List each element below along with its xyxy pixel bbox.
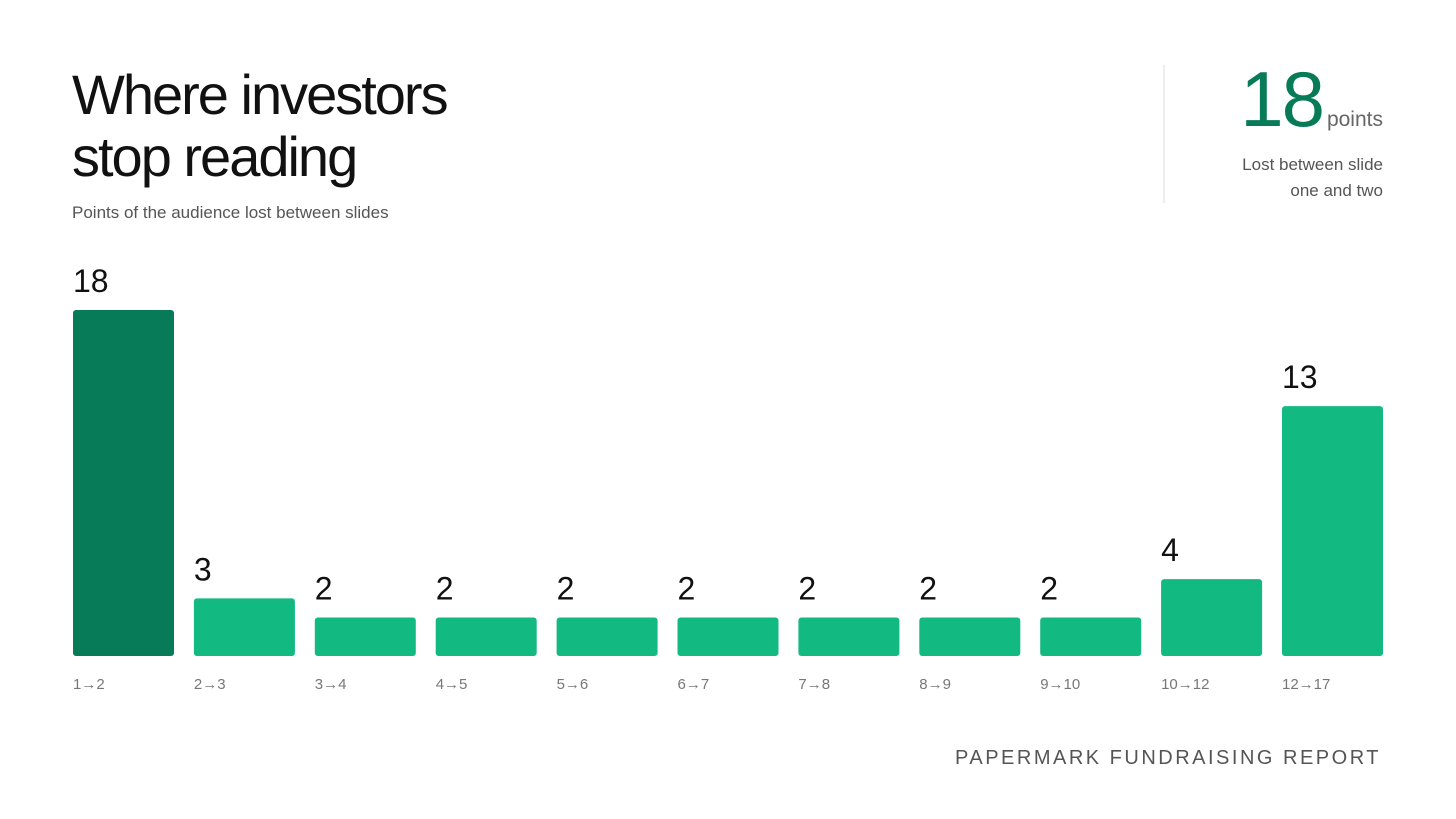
value-label: 2 [436,571,454,607]
bar [556,617,658,656]
x-tick-label: 1→2 [73,676,105,693]
value-label: 2 [798,571,816,607]
bar [677,617,779,656]
bar [1282,406,1383,656]
value-label: 3 [194,551,212,587]
x-tick-label: 5→6 [557,676,589,693]
highlight-unit: points [1327,108,1383,131]
value-label: 2 [557,571,575,607]
x-tick-label: 7→8 [798,676,830,693]
bar [314,617,416,656]
bar [1040,617,1142,656]
x-tick-label: 6→7 [678,676,710,693]
highlight-stat: 18 points [1240,55,1383,143]
x-tick-label: 9→10 [1040,676,1080,693]
bar [193,598,295,656]
title-line: Where investors [72,63,447,126]
bar [798,617,900,656]
value-label: 4 [1161,532,1179,568]
value-label: 18 [73,263,109,299]
value-label: 2 [315,571,333,607]
x-tick-label: 12→17 [1282,676,1330,693]
highlight-value: 18 [1240,55,1323,143]
x-tick-label: 4→5 [436,676,468,693]
chart-subtitle: Points of the audience lost between slid… [72,203,389,222]
title-line: stop reading [72,125,356,188]
x-tick-label: 8→9 [919,676,951,693]
bar [919,617,1021,656]
footer: PAPERMARK FUNDRAISING REPORT [955,747,1381,769]
bar [1161,579,1263,656]
x-tick-label: 3→4 [315,676,347,693]
bar [435,617,537,656]
caption-line: one and two [1290,181,1383,200]
value-label: 2 [678,571,696,607]
bar [73,310,174,656]
highlight-caption: Lost between slide one and two [1242,155,1383,200]
value-label: 2 [1040,571,1058,607]
chart-title: Where investors stop reading [72,63,447,188]
caption-line: Lost between slide [1242,155,1383,174]
x-tick-label: 2→3 [194,676,226,693]
value-label: 2 [919,571,937,607]
x-tick-label: 10→12 [1161,676,1209,693]
value-label: 13 [1282,359,1318,395]
